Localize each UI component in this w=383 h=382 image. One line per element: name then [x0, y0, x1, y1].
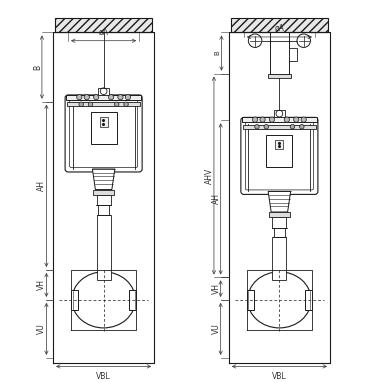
- Bar: [90, 112, 117, 144]
- FancyBboxPatch shape: [246, 122, 313, 190]
- Circle shape: [79, 102, 83, 107]
- Circle shape: [301, 117, 306, 122]
- Circle shape: [124, 102, 128, 107]
- Bar: [269, 212, 290, 217]
- Bar: [268, 74, 291, 78]
- FancyBboxPatch shape: [70, 99, 137, 167]
- Ellipse shape: [247, 272, 311, 328]
- Text: AH: AH: [38, 180, 46, 191]
- Circle shape: [269, 117, 275, 122]
- FancyBboxPatch shape: [65, 95, 142, 172]
- Text: B: B: [33, 65, 42, 70]
- Bar: [266, 135, 293, 167]
- Circle shape: [118, 95, 123, 100]
- Circle shape: [284, 117, 290, 122]
- Bar: [97, 195, 111, 205]
- Circle shape: [93, 95, 99, 100]
- Circle shape: [290, 125, 295, 129]
- Circle shape: [300, 125, 304, 129]
- Bar: [67, 102, 140, 106]
- Circle shape: [77, 95, 82, 100]
- Bar: [272, 217, 286, 228]
- Text: VBL: VBL: [96, 372, 111, 381]
- Bar: [100, 117, 108, 126]
- Bar: [98, 88, 109, 95]
- Text: VU: VU: [38, 324, 46, 334]
- Bar: [66, 95, 141, 100]
- Bar: [289, 48, 297, 61]
- Bar: [275, 140, 283, 149]
- FancyBboxPatch shape: [241, 117, 318, 194]
- Bar: [270, 32, 289, 74]
- Circle shape: [115, 102, 119, 107]
- Bar: [272, 237, 286, 280]
- Bar: [305, 290, 312, 310]
- Text: øA: øA: [99, 27, 108, 36]
- Text: AH: AH: [212, 193, 221, 204]
- Text: VBL: VBL: [272, 372, 287, 381]
- Ellipse shape: [72, 272, 136, 328]
- Circle shape: [108, 95, 114, 100]
- Polygon shape: [268, 191, 291, 212]
- Circle shape: [125, 95, 131, 100]
- Bar: [242, 117, 317, 122]
- Circle shape: [88, 102, 93, 107]
- Bar: [231, 18, 328, 32]
- Text: B: B: [214, 51, 220, 55]
- Circle shape: [260, 117, 265, 122]
- Text: VH: VH: [38, 279, 46, 290]
- Bar: [243, 125, 316, 129]
- Bar: [247, 290, 254, 310]
- Text: VU: VU: [212, 324, 221, 334]
- Bar: [55, 18, 152, 32]
- Text: AHV: AHV: [205, 167, 214, 184]
- Bar: [274, 110, 285, 117]
- Circle shape: [264, 125, 268, 129]
- Text: øA: øA: [275, 23, 284, 32]
- Bar: [129, 290, 136, 310]
- Circle shape: [84, 95, 89, 100]
- Polygon shape: [92, 169, 115, 189]
- Bar: [97, 215, 111, 280]
- Bar: [71, 290, 78, 310]
- Text: VH: VH: [212, 283, 221, 294]
- Circle shape: [294, 117, 299, 122]
- Circle shape: [252, 117, 258, 122]
- Circle shape: [255, 125, 259, 129]
- Bar: [93, 189, 114, 195]
